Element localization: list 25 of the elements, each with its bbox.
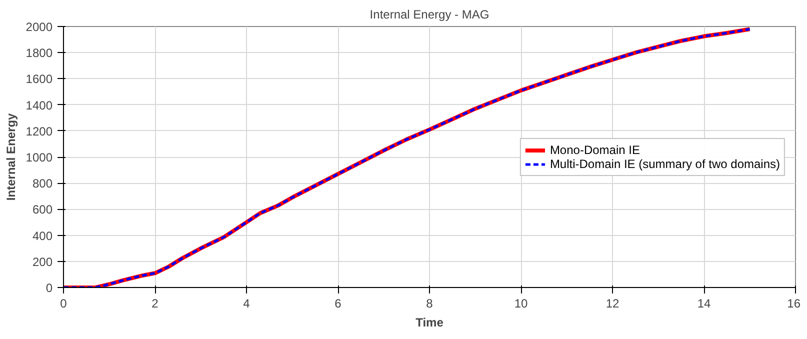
- y-axis-title: Internal Energy: [4, 112, 18, 201]
- y-tick-label: 1200: [26, 124, 53, 138]
- chart-title: Internal Energy - MAG: [370, 8, 490, 22]
- y-tick-label: 800: [32, 176, 53, 191]
- legend-label: Multi-Domain IE (summary of two domains): [550, 156, 780, 170]
- y-tick-label: 1400: [26, 98, 53, 112]
- x-tick-label: 10: [514, 296, 528, 310]
- x-tick-label: 4: [243, 296, 250, 310]
- x-tick-label: 0: [60, 296, 68, 310]
- x-tick-label: 16: [787, 296, 801, 310]
- x-tick-label: 8: [426, 296, 434, 310]
- x-tick-label: 2: [152, 296, 159, 310]
- y-tick-label: 2000: [26, 20, 53, 34]
- y-tick-label: 1000: [26, 150, 53, 164]
- y-tick-label: 200: [32, 254, 53, 269]
- y-tick-label: 400: [32, 228, 53, 243]
- x-tick-label: 6: [334, 296, 342, 310]
- y-tick-label: 0: [46, 281, 53, 295]
- x-tick-label: 12: [606, 296, 620, 310]
- legend-label: Mono-Domain IE: [550, 142, 640, 156]
- y-tick-label: 600: [32, 202, 53, 217]
- y-tick-label: 1600: [26, 72, 53, 86]
- x-axis-title: Time: [416, 316, 444, 330]
- y-tick-label: 1800: [26, 46, 53, 60]
- x-tick-label: 14: [697, 296, 711, 310]
